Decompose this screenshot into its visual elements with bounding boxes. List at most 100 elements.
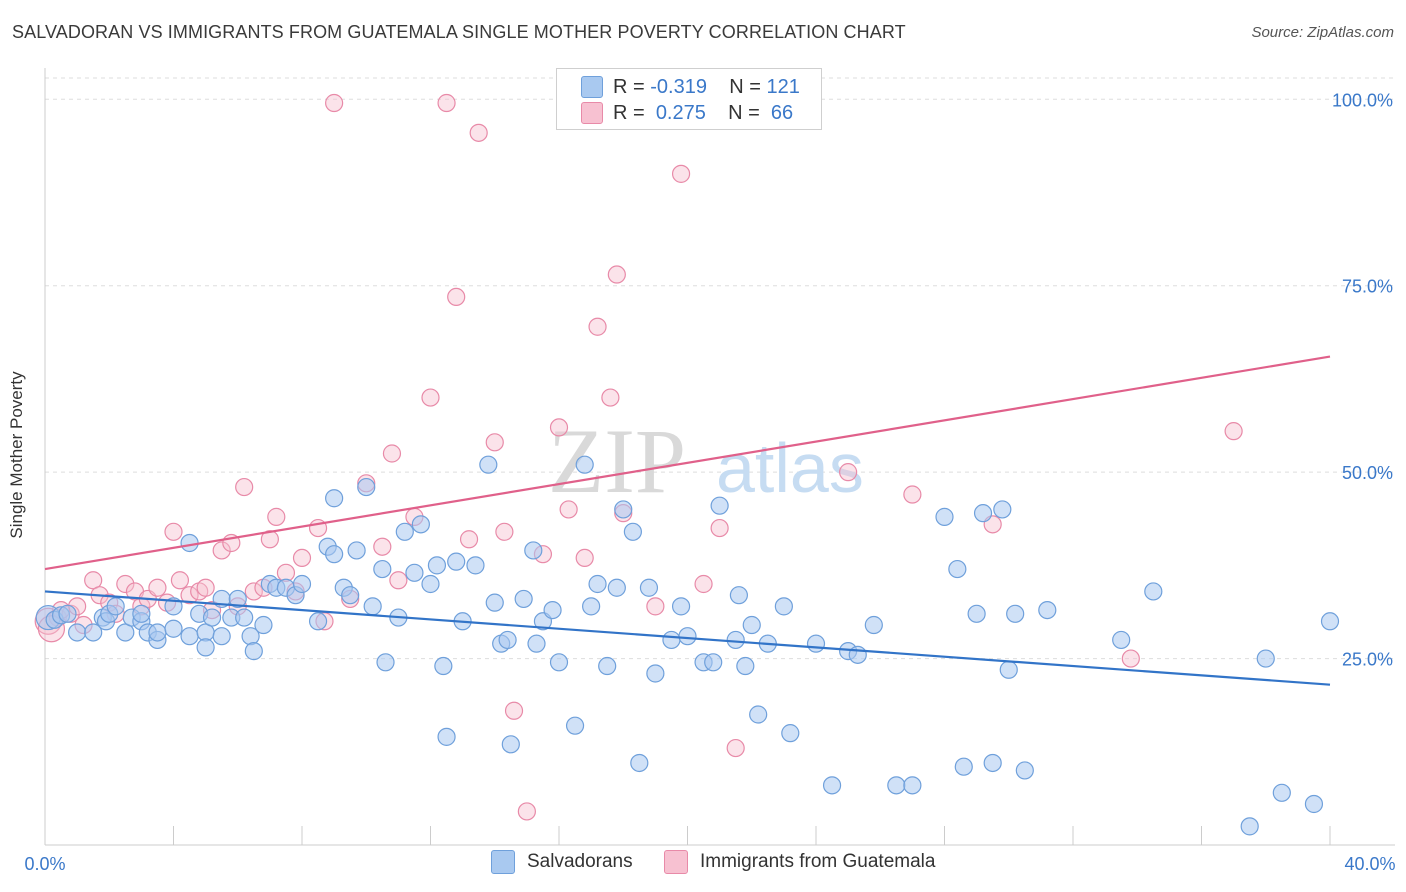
data-point-salvadoran	[395, 522, 414, 541]
data-point-guatemala	[437, 93, 456, 113]
data-point-salvadoran	[325, 545, 344, 564]
data-point-salvadoran	[437, 727, 456, 746]
data-point-salvadoran	[228, 589, 247, 609]
data-point-guatemala	[517, 802, 536, 821]
data-point-guatemala	[549, 418, 569, 437]
data-point-guatemala	[485, 433, 504, 452]
data-point-guatemala	[646, 597, 665, 616]
data-point-salvadoran	[376, 653, 395, 672]
legend-label-salvadorans: Salvadorans	[527, 851, 633, 872]
data-point-salvadoran	[806, 634, 826, 653]
data-point-salvadoran	[623, 522, 642, 541]
data-point-guatemala	[559, 500, 578, 519]
data-point-salvadoran	[1304, 794, 1324, 814]
tick-labels: 25.0% 50.0% 75.0% 100.0% 0.0% 40.0%	[24, 90, 1395, 874]
data-point-salvadoran	[1112, 630, 1131, 650]
data-point-salvadoran	[983, 753, 1002, 773]
data-point-salvadoran	[736, 656, 755, 676]
grid-lines	[45, 77, 1395, 660]
y-tick-label: 75.0%	[1342, 277, 1393, 297]
data-point-guatemala	[170, 571, 190, 590]
data-point-salvadoran	[639, 578, 659, 597]
legend-n-label: N =	[728, 101, 760, 124]
data-point-salvadoran	[993, 500, 1012, 519]
data-point-guatemala	[148, 578, 167, 597]
data-point-guatemala	[260, 530, 279, 549]
data-point-guatemala	[325, 93, 344, 113]
data-point-salvadoran	[501, 735, 520, 754]
data-point-guatemala	[575, 548, 594, 568]
data-point-salvadoran	[84, 623, 103, 642]
data-point-salvadoran	[630, 753, 649, 773]
data-point-salvadoran	[363, 597, 382, 616]
data-point-guatemala	[1121, 649, 1140, 668]
data-point-guatemala	[671, 164, 691, 183]
data-point-salvadoran	[106, 597, 125, 616]
data-point-salvadoran	[565, 716, 585, 735]
data-point-guatemala	[292, 548, 312, 568]
data-point-guatemala	[447, 287, 466, 306]
data-point-salvadoran	[357, 477, 376, 497]
legend-swatch-salvadorans	[491, 850, 515, 874]
data-point-salvadoran	[434, 656, 453, 676]
data-point-salvadoran	[614, 500, 633, 519]
trend-lines	[44, 355, 1331, 686]
data-point-salvadoran	[1006, 604, 1025, 623]
data-point-salvadoran	[466, 556, 485, 575]
legend-r-value: -0.319	[650, 75, 707, 98]
data-point-salvadoran	[671, 597, 691, 616]
data-point-salvadoran	[527, 634, 546, 653]
trend-line-guatemala	[44, 355, 1331, 571]
axes	[44, 68, 1395, 846]
data-point-salvadoran	[543, 600, 562, 620]
y-axis-label: Single Mother Poverty	[7, 371, 26, 539]
data-point-guatemala	[382, 444, 402, 463]
data-point-salvadoran	[1320, 612, 1340, 631]
data-point-salvadoran	[164, 619, 183, 638]
data-point-salvadoran	[427, 556, 447, 575]
legend-n-label: N =	[729, 75, 761, 98]
data-point-guatemala	[459, 530, 479, 549]
data-point-salvadoran	[967, 604, 986, 623]
data-point-guatemala	[164, 522, 183, 541]
data-point-salvadoran	[411, 515, 430, 534]
data-point-salvadoran	[421, 574, 440, 594]
legend-swatch-pink	[581, 102, 603, 124]
data-point-salvadoran	[68, 623, 87, 642]
legend-r-label: R =	[613, 75, 645, 98]
data-point-salvadoran	[58, 604, 77, 623]
data-point-salvadoran	[1256, 649, 1275, 668]
data-point-salvadoran	[935, 507, 954, 526]
legend-n-value: 66	[770, 101, 794, 124]
chart-title: SALVADORAN VS IMMIGRANTS FROM GUATEMALA …	[12, 22, 906, 42]
data-point-salvadoran	[498, 630, 517, 650]
data-point-guatemala	[495, 522, 514, 541]
legend-text-salvadorans: R = -0.319 N = 121	[613, 76, 800, 99]
data-point-salvadoran	[485, 593, 504, 612]
x-tick-label: 40.0%	[1344, 854, 1395, 874]
data-point-guatemala	[504, 701, 524, 720]
legend-n-value: 121	[766, 75, 800, 98]
data-point-guatemala	[373, 537, 392, 556]
data-point-salvadoran	[704, 653, 723, 672]
correlation-legend: R = -0.319 N = 121 R = 0.275 N = 66	[556, 68, 822, 130]
legend-r-label: R =	[613, 101, 645, 124]
data-point-guatemala	[196, 578, 215, 597]
data-point-guatemala	[726, 738, 745, 758]
data-point-guatemala	[116, 574, 135, 594]
data-point-guatemala	[212, 541, 231, 560]
data-point-salvadoran	[954, 757, 973, 776]
data-point-salvadoran	[729, 586, 749, 605]
y-tick-label: 100.0%	[1332, 90, 1393, 110]
data-point-salvadoran	[325, 489, 344, 508]
data-point-salvadoran	[202, 608, 222, 627]
trend-line-salvadorans	[44, 590, 1331, 686]
data-point-guatemala	[1224, 422, 1243, 441]
watermark: ZIP atlas	[548, 410, 864, 512]
data-point-salvadoran	[781, 724, 800, 743]
data-point-salvadoran	[235, 608, 254, 627]
data-point-guatemala	[839, 463, 858, 482]
source-credit: Source: ZipAtlas.com	[1251, 24, 1394, 41]
data-point-salvadoran	[864, 615, 883, 635]
data-point-guatemala	[588, 317, 607, 336]
